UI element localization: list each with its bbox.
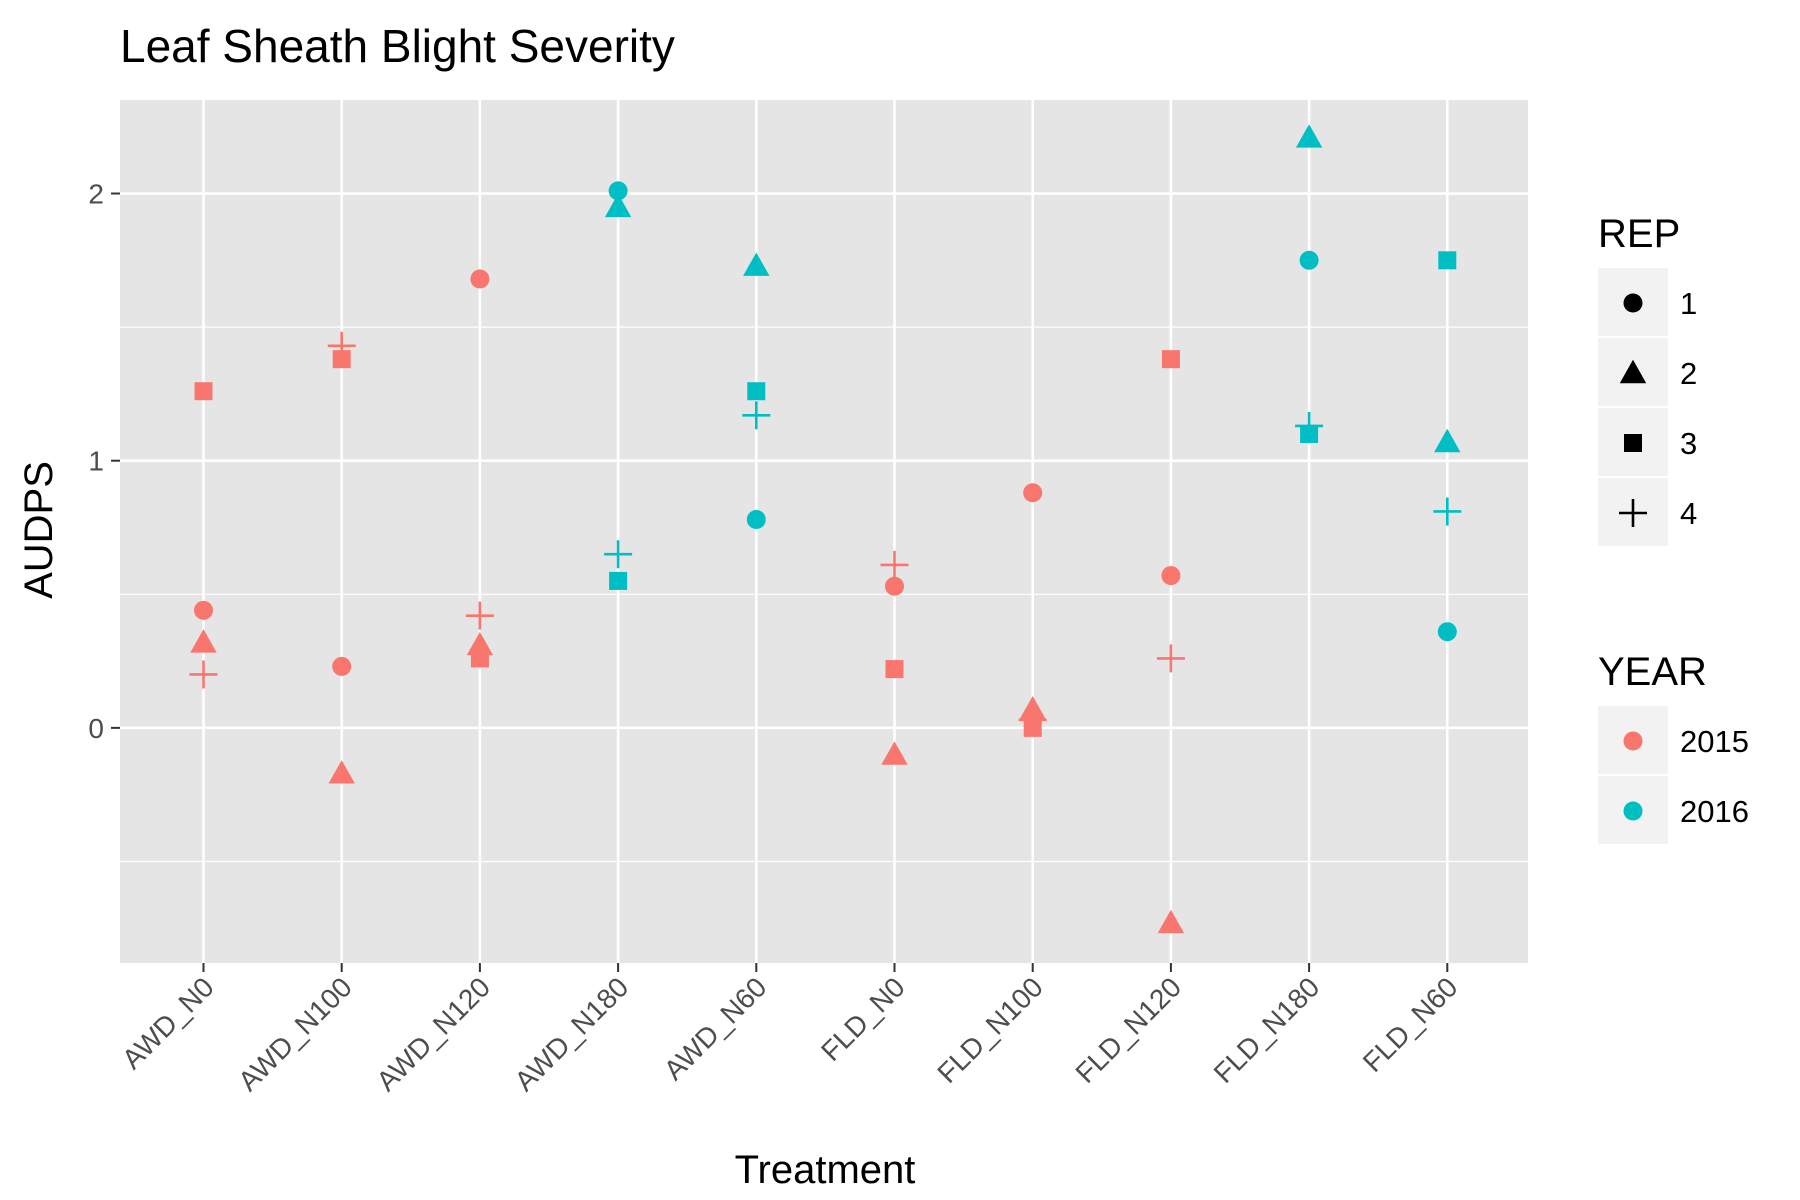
x-axis-title: Treatment	[735, 1148, 916, 1192]
data-point	[604, 540, 633, 569]
legend-label-year: 2016	[1680, 794, 1749, 829]
data-point	[1437, 622, 1457, 642]
data-point	[747, 382, 766, 401]
data-point	[470, 649, 489, 668]
x-tick-label: FLD_N120	[1069, 971, 1187, 1089]
x-tick-label: AWD_N100	[232, 971, 358, 1097]
x-tick-label: AWD_N60	[658, 971, 773, 1086]
x-tick-label: FLD_N100	[931, 971, 1049, 1089]
x-tick-label: AWD_N120	[370, 971, 496, 1097]
legend-key-triangle	[1619, 359, 1647, 384]
data-point	[332, 656, 352, 676]
data-point	[608, 181, 628, 201]
x-tick-label: AWD_N0	[116, 971, 220, 1075]
data-point	[609, 571, 628, 590]
plot-panel	[120, 100, 1528, 963]
legend-key-plus	[1619, 499, 1647, 527]
legend-key-circle	[1623, 731, 1643, 751]
data-point	[465, 601, 494, 630]
legend-key-square	[1624, 434, 1642, 452]
data-point	[743, 252, 770, 276]
data-point	[880, 550, 909, 579]
y-tick-label: 1	[88, 446, 104, 477]
legend-title-year: YEAR	[1598, 650, 1707, 694]
data-point	[742, 401, 771, 430]
data-point	[332, 350, 351, 369]
data-point	[1023, 483, 1043, 503]
data-point	[190, 629, 217, 653]
data-point	[466, 631, 494, 656]
data-point	[1023, 718, 1042, 737]
legend-title-rep: REP	[1598, 212, 1680, 256]
x-tick-label: AWD_N180	[509, 971, 635, 1097]
data-point	[1161, 350, 1180, 369]
data-point	[881, 741, 908, 765]
data-points	[189, 124, 1462, 934]
grid-major	[120, 100, 1528, 963]
data-point	[1434, 428, 1461, 453]
data-point	[1161, 566, 1181, 586]
legend-key-circle	[1623, 801, 1643, 821]
x-tick-label: FLD_N60	[1357, 971, 1464, 1078]
data-point	[1433, 497, 1462, 526]
data-point	[885, 576, 904, 596]
y-tick-label: 0	[88, 713, 104, 744]
data-point	[194, 382, 213, 401]
data-point	[189, 660, 218, 689]
x-tick-label: FLD_N0	[815, 971, 911, 1067]
data-point	[1299, 250, 1319, 270]
data-point	[746, 509, 766, 529]
legend-label-year: 2015	[1680, 724, 1749, 759]
y-axis-title: AUDPS	[17, 461, 61, 599]
x-tick-label: FLD_N180	[1208, 971, 1326, 1089]
data-point	[885, 660, 904, 679]
legend-key-circle	[1623, 293, 1643, 313]
legend-label-rep: 1	[1680, 286, 1697, 321]
data-point	[604, 193, 632, 218]
data-point	[470, 269, 490, 289]
data-point	[1438, 251, 1457, 270]
data-point	[1156, 644, 1185, 673]
data-point	[1157, 909, 1185, 934]
data-point	[194, 600, 213, 620]
data-point	[1300, 424, 1319, 443]
legend-label-rep: 4	[1680, 496, 1697, 531]
chart-title: Leaf Sheath Blight Severity	[120, 20, 675, 72]
y-tick-label: 2	[88, 179, 104, 210]
grid-minor	[120, 326, 1528, 863]
data-point	[328, 760, 355, 784]
data-point	[1295, 124, 1323, 148]
legend-label-rep: 3	[1680, 426, 1697, 461]
legend-label-rep: 2	[1680, 356, 1697, 391]
